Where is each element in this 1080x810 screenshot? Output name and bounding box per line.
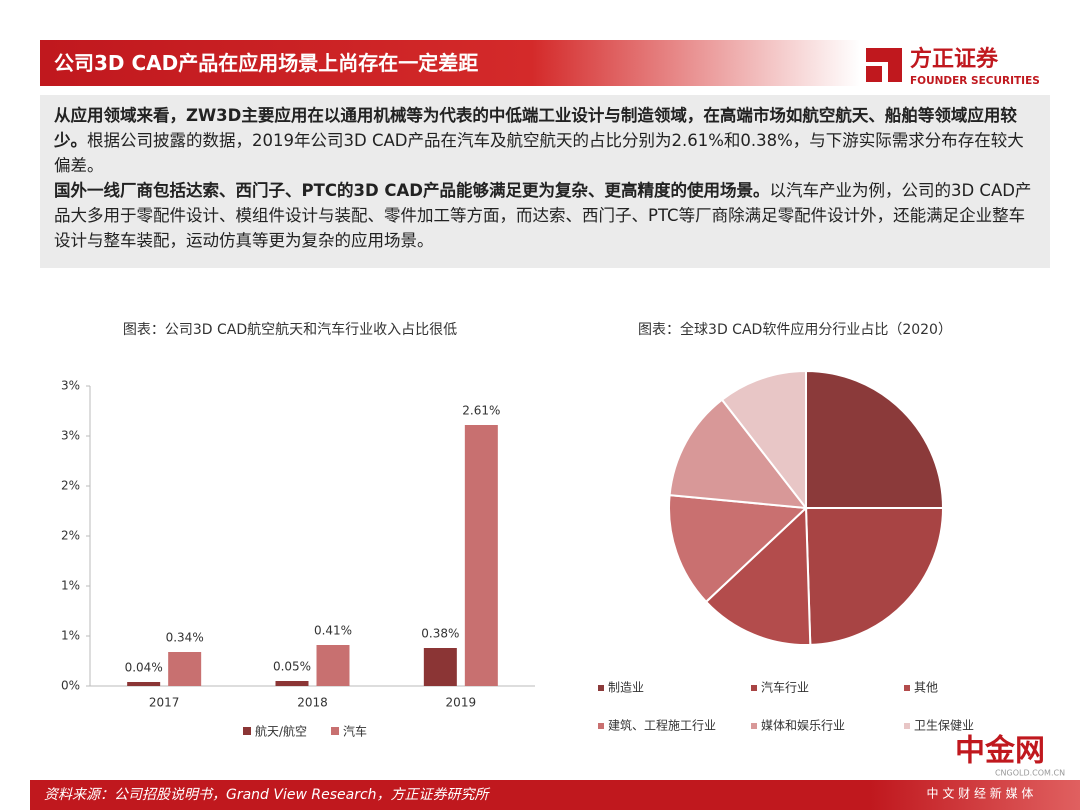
legend-swatch [331,727,339,735]
y-tick-label: 2% [61,479,80,493]
legend-swatch [598,685,604,691]
bar [464,425,498,686]
y-tick-label: 2% [61,529,80,543]
value-label: 0.41% [314,624,352,638]
logo-text: 方正证券 [910,46,999,72]
chart-title: 图表：全球3D CAD软件应用分行业占比（2020） [638,321,952,338]
legend-label: 汽车 [343,724,367,739]
watermark-cn: 中 文 财 经 新 媒 体 [927,786,1034,801]
legend-label: 制造业 [608,681,644,695]
paragraph: 从应用领域来看，ZW3D主要应用在以通用机械等为代表的中低端工业设计与制造领域，… [54,103,1036,178]
legend-swatch [904,723,910,729]
bar [316,645,350,686]
bar [423,648,457,686]
bar [127,682,161,686]
pie-slice [668,494,809,604]
legend-label: 卫生保健业 [914,719,974,733]
legend-swatch [751,685,757,691]
bar [275,681,309,686]
y-tick-label: 1% [61,629,80,643]
logo-icon [866,48,902,82]
logo: 方正证券 FOUNDER SECURITIES [866,46,1040,87]
x-tick-label: 2017 [149,696,180,710]
pie-slice [720,369,807,511]
legend-swatch [598,723,604,729]
legend-label: 航天/航空 [255,724,307,739]
watermark-box: 中 文 财 经 新 媒 体 [927,786,1034,801]
legend-label: 媒体和娱乐行业 [761,719,845,733]
paragraph: 国外一线厂商包括达索、西门子、PTC的3D CAD产品能够满足更为复杂、更高精度… [54,178,1036,253]
legend-label: 其他 [914,681,938,695]
legend-swatch [751,723,757,729]
logo-sub: FOUNDER SECURITIES [910,75,1040,87]
x-tick-label: 2019 [446,696,477,710]
y-tick-label: 1% [61,579,80,593]
bold-text: 从应用领域来看，ZW3D主要应用在以通用机械等为代表的中低端工业设计与制造领域，… [54,106,1017,150]
legend-label: 汽车行业 [761,680,809,695]
watermark: 中金网 [955,734,1045,769]
x-tick-label: 2018 [297,696,328,710]
y-tick-label: 0% [61,679,80,693]
legend-swatch [243,727,251,735]
y-tick-label: 3% [61,429,80,443]
y-tick-label: 3% [61,379,80,393]
bar [168,652,202,686]
value-label: 2.61% [462,404,500,418]
value-label: 0.34% [166,631,204,645]
pie-slice [805,369,945,509]
charts: 中金网 CNGOLD.COM.CN 图表：公司3D CAD航空航天和汽车行业收入… [61,321,1065,778]
value-label: 0.38% [421,627,459,641]
watermark-sub: CNGOLD.COM.CN [995,769,1065,778]
value-label: 0.05% [273,660,311,674]
value-label: 0.04% [125,661,163,675]
pie-slice [804,507,945,646]
pie-slice [668,398,809,510]
footer: 资料来源：公司招股说明书，Grand View Research，方正证券研究所 [30,780,1080,810]
legend-swatch [904,685,910,691]
text: 以汽车产业为例，公司的3D CAD产品大多用于零配件设计、模组件设计与装配、零件… [54,181,1032,250]
header-title: 公司3D CAD产品在应用场景上尚存在一定差距 [40,40,860,86]
legend-label: 建筑、工程施工行业 [608,718,716,733]
chart-title: 图表：公司3D CAD航空航天和汽车行业收入占比很低 [123,321,457,338]
pie-slice [704,505,812,646]
logo-icon [866,66,882,82]
summary-box: 从应用领域来看，ZW3D主要应用在以通用机械等为代表的中低端工业设计与制造领域，… [40,95,1050,268]
text: 根据公司披露的数据，2019年公司3D CAD产品在汽车及航空航天的占比分别为2… [54,131,1024,175]
bold-text: 国外一线厂商包括达索、西门子、PTC的3D CAD产品能够满足更为复杂、更高精度… [54,181,770,200]
